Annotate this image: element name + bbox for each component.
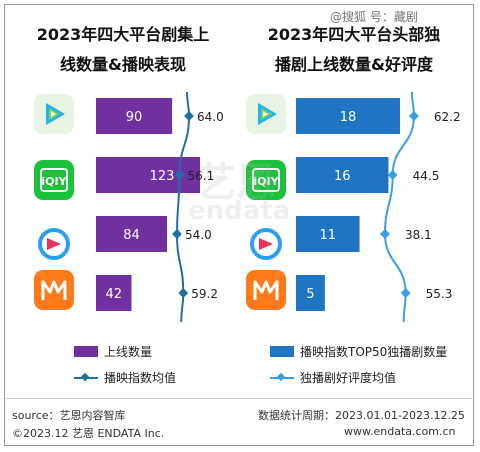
line-point-1-1 bbox=[387, 170, 398, 180]
legend-left-line-swatch bbox=[74, 372, 98, 383]
legend-left-bar-swatch bbox=[74, 346, 98, 357]
bar-0-2 bbox=[96, 216, 168, 252]
line-value-label-1-2: 38.1 bbox=[405, 228, 432, 242]
legend-left-bar: 上线数量 bbox=[74, 343, 152, 360]
left-title-line-2: 线数量&播映表现 bbox=[60, 55, 186, 74]
line-value-label-0-0: 64.0 bbox=[197, 110, 224, 124]
series-line-0 bbox=[175, 91, 191, 323]
center-watermark-sub: endata bbox=[188, 196, 291, 226]
svg-text:iQIY: iQIY bbox=[41, 175, 67, 188]
iqiyi-icon-right: iQIY bbox=[246, 160, 286, 200]
legend-left-line-label: 播映指数均值 bbox=[104, 371, 177, 385]
legend-right-line: 独播剧好评度均值 bbox=[270, 369, 396, 386]
tencent-video-icon-right bbox=[246, 94, 286, 134]
footer-divider bbox=[6, 398, 472, 399]
line-value-label-1-1: 44.5 bbox=[413, 169, 440, 183]
line-point-1-2 bbox=[380, 229, 390, 239]
footer-period: 数据统计周期：2023.01.01-2023.12.25 bbox=[258, 409, 465, 422]
center-watermark: 艺恩 bbox=[196, 160, 276, 206]
bar-0-0 bbox=[96, 98, 173, 134]
bar-value-label-0-2: 84 bbox=[123, 228, 140, 243]
legend-right-line-label: 独播剧好评度均值 bbox=[300, 371, 397, 385]
bar-0-3 bbox=[96, 275, 132, 311]
line-value-label-1-0: 62.2 bbox=[434, 110, 461, 124]
left-title-line-1: 2023年四大平台剧集上 bbox=[36, 25, 210, 44]
bar-value-label-1-3: 5 bbox=[306, 287, 314, 302]
line-point-1-0 bbox=[408, 111, 419, 121]
youku-icon bbox=[34, 224, 74, 264]
left-chart-title: 2023年四大平台剧集上 线数量&播映表现 bbox=[18, 24, 228, 76]
footer-copyright: ©2023.12 艺恩 ENDATA Inc. bbox=[12, 427, 165, 440]
bar-1-0 bbox=[296, 98, 400, 134]
bar-value-label-0-1: 123 bbox=[150, 169, 175, 184]
bar-value-label-1-2: 11 bbox=[320, 228, 337, 243]
bar-value-label-1-0: 18 bbox=[340, 110, 357, 125]
line-point-0-0 bbox=[184, 111, 194, 121]
bar-value-label-0-0: 90 bbox=[126, 110, 143, 125]
legend-left-line: 播映指数均值 bbox=[74, 369, 176, 386]
line-point-0-1 bbox=[174, 170, 185, 180]
line-value-label-0-3: 59.2 bbox=[191, 287, 218, 301]
line-point-0-2 bbox=[172, 229, 182, 239]
iqiyi-icon: iQIY bbox=[34, 160, 74, 200]
legend-left-bar-label: 上线数量 bbox=[104, 345, 153, 359]
mango-tv-icon bbox=[34, 270, 74, 310]
line-value-label-0-1: 56.1 bbox=[188, 169, 215, 183]
legend-right-bar-swatch bbox=[270, 346, 294, 357]
youku-icon-right bbox=[246, 224, 286, 264]
right-title-line-2: 播剧上线数量&好评度 bbox=[275, 55, 433, 74]
right-chart-title: 2023年四大平台头部独 播剧上线数量&好评度 bbox=[244, 24, 464, 76]
mango-tv-icon-right bbox=[246, 270, 286, 310]
line-value-label-0-2: 54.0 bbox=[185, 228, 212, 242]
tencent-video-icon bbox=[34, 94, 74, 134]
bar-value-label-1-1: 16 bbox=[334, 169, 351, 184]
svg-text:iQIY: iQIY bbox=[253, 175, 279, 188]
figure-frame bbox=[4, 4, 474, 446]
line-point-1-3 bbox=[400, 288, 411, 298]
right-title-line-1: 2023年四大平台头部独 bbox=[267, 25, 441, 44]
bar-1-1 bbox=[296, 157, 389, 193]
bar-value-label-0-3: 42 bbox=[105, 287, 122, 302]
footer-source: source：艺恩内容智库 bbox=[12, 409, 126, 422]
footer-url: www.endata.com.cn bbox=[344, 425, 456, 438]
legend-right-bar: 播映指数TOP50独播剧数量 bbox=[270, 343, 447, 360]
legend-right-bar-label: 播映指数TOP50独播剧数量 bbox=[300, 345, 448, 359]
top-watermark: @搜狐 号：藏剧 bbox=[330, 10, 418, 24]
legend-right-line-swatch bbox=[270, 372, 294, 383]
bar-1-2 bbox=[296, 216, 360, 252]
bar-1-3 bbox=[296, 275, 325, 311]
line-value-label-1-3: 55.3 bbox=[426, 287, 453, 301]
line-point-0-3 bbox=[178, 288, 189, 298]
